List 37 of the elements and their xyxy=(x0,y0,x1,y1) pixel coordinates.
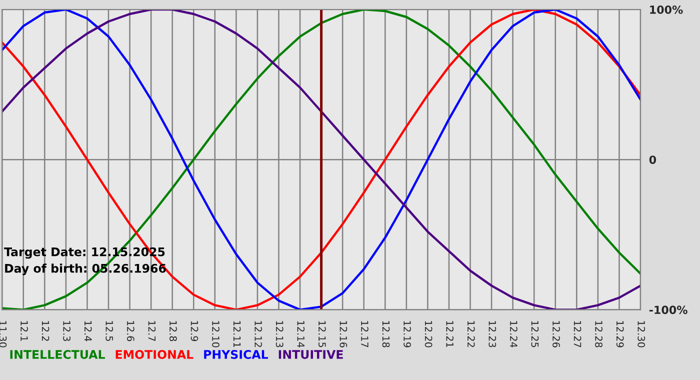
x-tick-label: 12.4 xyxy=(84,321,92,342)
x-tick-label: 12.17 xyxy=(361,321,368,348)
x-tick-label: 12.22 xyxy=(468,321,475,347)
x-tick-label: 12.7 xyxy=(148,321,156,341)
x-tick-label: 12.9 xyxy=(190,321,198,342)
x-tick-label: 12.28 xyxy=(595,321,602,348)
x-tick-label: 12.10 xyxy=(212,321,220,348)
x-tick-label: 12.11 xyxy=(233,321,241,348)
x-tick-label: 12.5 xyxy=(106,321,114,341)
y-tick-label: 0 xyxy=(649,156,656,164)
text: INTUITIVE xyxy=(278,350,343,359)
x-tick-label: 12.8 xyxy=(170,321,177,342)
x-tick-label: 12.27 xyxy=(574,321,582,348)
text: EMOTIONAL xyxy=(116,350,194,359)
x-tick-label: 12.14 xyxy=(297,321,305,348)
x-tick-label: 12.12 xyxy=(254,321,262,347)
x-tick-label: 12.21 xyxy=(446,321,454,348)
x-tick-label: 12.29 xyxy=(616,321,624,348)
x-tick-label: 12.24 xyxy=(510,321,518,348)
x-tick-label: 12.25 xyxy=(531,321,539,348)
y-tick-label: -100% xyxy=(649,306,688,314)
x-tick-label: 12.3 xyxy=(63,321,70,341)
x-tick-label: 12.15 xyxy=(318,321,326,348)
x-tick-label: 12.2 xyxy=(42,321,50,341)
x-tick-label: 12.19 xyxy=(404,321,411,348)
x-tick-label: 12.26 xyxy=(552,321,560,348)
text: PHYSICAL xyxy=(204,350,268,359)
x-tick-label: 12.20 xyxy=(424,321,432,348)
x-tick-label: 12.23 xyxy=(488,321,496,348)
x-tick-label: 12.16 xyxy=(340,321,348,348)
x-tick-label: 12.1 xyxy=(20,321,28,341)
x-tick-label: 12.6 xyxy=(126,321,134,342)
x-tick-label: 12.30 xyxy=(638,321,646,348)
x-tick-label: 12.13 xyxy=(276,321,284,348)
text: INTELLECTUAL xyxy=(10,350,105,359)
y-tick-label: 100% xyxy=(650,5,683,14)
x-tick-label: 12.18 xyxy=(382,321,390,348)
